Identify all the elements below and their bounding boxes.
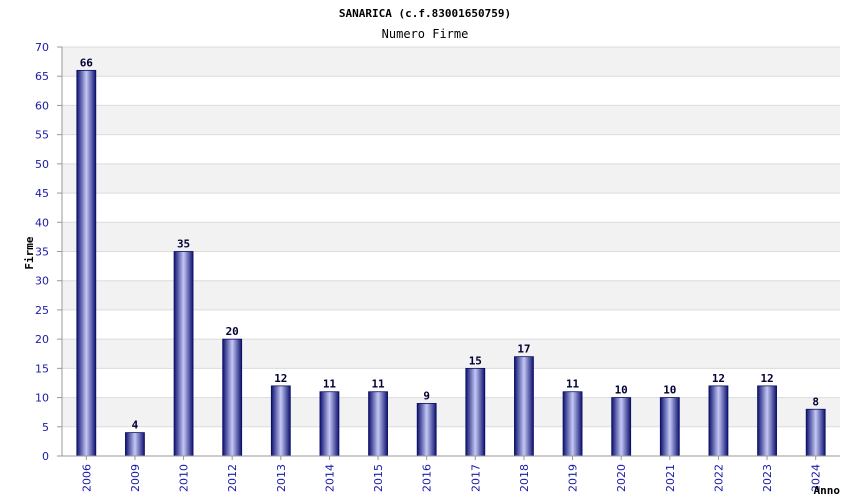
- data-labels: 66 4 35 20 12 11 11 9 15 17 11 10 10 12 12 8: [80, 56, 819, 431]
- bar-2013: [270, 385, 291, 457]
- bars: [76, 69, 826, 457]
- data-label-2010: 35: [177, 238, 190, 251]
- axes: [57, 46, 840, 460]
- x-tick-label-2006: 2006: [80, 464, 93, 492]
- x-tick-label-2016: 2016: [421, 464, 434, 492]
- bar-2006: [76, 69, 97, 457]
- data-label-2022: 12: [712, 372, 725, 385]
- data-label-2021: 10: [663, 384, 676, 397]
- bar-2012: [222, 338, 243, 457]
- bar-2024: [805, 408, 826, 457]
- x-tick-label-2015: 2015: [372, 464, 385, 492]
- y-tick-label: 65: [35, 70, 49, 83]
- y-tick-label: 5: [42, 421, 49, 434]
- data-label-2013: 12: [274, 372, 287, 385]
- data-label-2009: 4: [132, 419, 139, 432]
- x-tick-labels: 2006 2009 2010 2012 2013 2014 2015 2016 2017 2018…: [80, 464, 822, 492]
- data-label-2018: 17: [517, 343, 530, 356]
- x-tick-label-2018: 2018: [518, 464, 531, 492]
- bar-2010: [173, 251, 194, 457]
- y-axis-label: Firme: [23, 236, 36, 269]
- y-tick-labels: 0 5 10 15 20 25 30 35 40 45 50 55 60 65 70: [35, 41, 49, 463]
- y-tick-label: 45: [35, 187, 49, 200]
- bar-2017: [465, 367, 486, 457]
- y-tick-label: 10: [35, 392, 49, 405]
- bar-2020: [611, 397, 632, 457]
- grid-band: [62, 76, 840, 106]
- y-tick-label: 20: [35, 333, 49, 346]
- y-tick-label: 35: [35, 246, 49, 259]
- x-tick-label-2017: 2017: [469, 464, 482, 492]
- data-label-2023: 12: [760, 372, 773, 385]
- x-tick-label-2020: 2020: [615, 464, 628, 492]
- x-tick-label-2013: 2013: [275, 464, 288, 492]
- bar-2014: [319, 391, 340, 457]
- x-tick-label-2024: 2024: [810, 464, 823, 492]
- data-label-2012: 20: [226, 325, 239, 338]
- data-label-2015: 11: [371, 378, 385, 391]
- x-tick-label-2021: 2021: [664, 464, 677, 492]
- y-tick-label: 15: [35, 362, 49, 375]
- x-tick-label-2019: 2019: [567, 464, 580, 492]
- data-label-2017: 15: [469, 354, 482, 367]
- y-tick-label: 50: [35, 158, 49, 171]
- data-label-2020: 10: [615, 384, 628, 397]
- x-tick-label-2012: 2012: [226, 464, 239, 492]
- data-label-2006: 66: [80, 56, 94, 69]
- x-axis-label: Anno: [814, 484, 841, 497]
- y-tick-label: 70: [35, 41, 49, 54]
- grid-band: [62, 105, 840, 135]
- y-tick-label: 40: [35, 216, 49, 229]
- bar-2009: [125, 432, 145, 457]
- y-tick-label: 55: [35, 129, 49, 142]
- data-label-2019: 11: [566, 378, 580, 391]
- x-tick-label-2014: 2014: [323, 464, 336, 492]
- y-tick-label: 60: [35, 99, 49, 112]
- y-tick-label: 25: [35, 304, 49, 317]
- data-label-2024: 8: [812, 395, 819, 408]
- grid-band: [62, 163, 840, 194]
- bar-2022: [708, 385, 729, 457]
- data-label-2016: 9: [423, 389, 430, 402]
- y-tick-label: 0: [42, 450, 49, 463]
- bar-2018: [514, 356, 534, 457]
- grid-band: [62, 193, 840, 223]
- y-tick-label: 30: [35, 275, 49, 288]
- x-tick-label-2022: 2022: [712, 464, 725, 492]
- bar-2019: [562, 391, 583, 457]
- grid-band: [62, 222, 840, 252]
- bar-2015: [368, 391, 388, 457]
- x-tick-label-2009: 2009: [129, 464, 142, 492]
- bar-2016: [416, 403, 437, 457]
- data-label-2014: 11: [323, 378, 337, 391]
- bar-2021: [659, 397, 680, 457]
- x-tick-label-2023: 2023: [761, 464, 774, 492]
- grid-band: [62, 47, 840, 77]
- bar-2023: [757, 385, 777, 457]
- grid-band: [62, 134, 840, 164]
- chart-subtitle: Numero Firme: [382, 27, 469, 41]
- chart-title: SANARICA (c.f.83001650759): [339, 7, 511, 20]
- x-tick-label-2010: 2010: [178, 464, 191, 492]
